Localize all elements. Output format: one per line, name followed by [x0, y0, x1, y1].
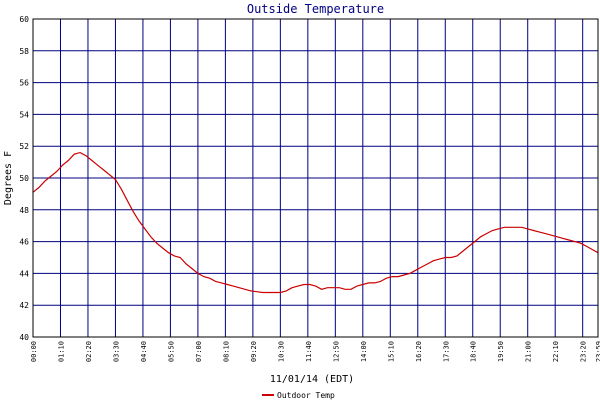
x-tick-label: 00:00 [30, 341, 38, 362]
x-tick-label: 23:20 [580, 341, 588, 362]
grid-layer [32, 18, 599, 338]
y-axis-label: Degrees F [3, 151, 14, 205]
y-tick-label: 58 [19, 47, 29, 56]
x-tick-label: 10:30 [277, 341, 285, 362]
x-tick-label: 21:00 [525, 341, 533, 362]
x-tick-label: 15:10 [387, 341, 395, 362]
x-tick-label: 05:50 [167, 341, 175, 362]
chart-title: Outside Temperature [247, 2, 384, 16]
y-tick-label: 50 [19, 174, 29, 183]
series-layer [32, 151, 599, 294]
x-tick-label: 08:10 [222, 341, 230, 362]
x-tick-label: 23:59 [595, 341, 600, 362]
y-tick-label: 60 [19, 15, 29, 24]
y-tick-label: 56 [19, 79, 29, 88]
y-tick-label: 42 [19, 301, 29, 310]
x-tick-label: 03:30 [112, 341, 120, 362]
x-axis-label: 11/01/14 (EDT) [270, 374, 354, 385]
x-tick-label: 11:40 [305, 341, 313, 362]
legend: Outdoor Temp [262, 391, 335, 400]
x-tick-label: 14:00 [360, 341, 368, 362]
x-tick-label: 19:50 [497, 341, 505, 362]
plot-border [32, 18, 599, 338]
x-tick-label: 07:00 [195, 341, 203, 362]
x-tick-label: 04:40 [140, 341, 148, 362]
y-tick-label: 54 [19, 110, 29, 119]
x-tick-label: 17:30 [442, 341, 450, 362]
y-tick-label: 48 [19, 206, 29, 215]
y-tick-label: 40 [19, 333, 29, 342]
series-line-outdoor-temp [32, 151, 599, 294]
y-tick-label: 44 [19, 269, 29, 278]
x-tick-label: 12:50 [332, 341, 340, 362]
x-tick-label: 02:20 [85, 341, 93, 362]
x-tick-label: 22:10 [552, 341, 560, 362]
x-tick-labels: 00:00 01:10 02:20 03:30 04:40 05:50 07:00 08:10… [30, 341, 600, 362]
x-tick-label: 18:40 [470, 341, 478, 362]
x-tick-label: 16:20 [415, 341, 423, 362]
legend-label-outdoor-temp: Outdoor Temp [277, 391, 335, 400]
x-tick-label: 09:20 [250, 341, 258, 362]
y-tick-label: 46 [19, 238, 29, 247]
x-tick-label: 01:10 [57, 341, 65, 362]
y-tick-labels: 40 42 44 46 48 50 52 54 56 58 60 [19, 15, 29, 342]
y-tick-label: 52 [19, 142, 29, 151]
